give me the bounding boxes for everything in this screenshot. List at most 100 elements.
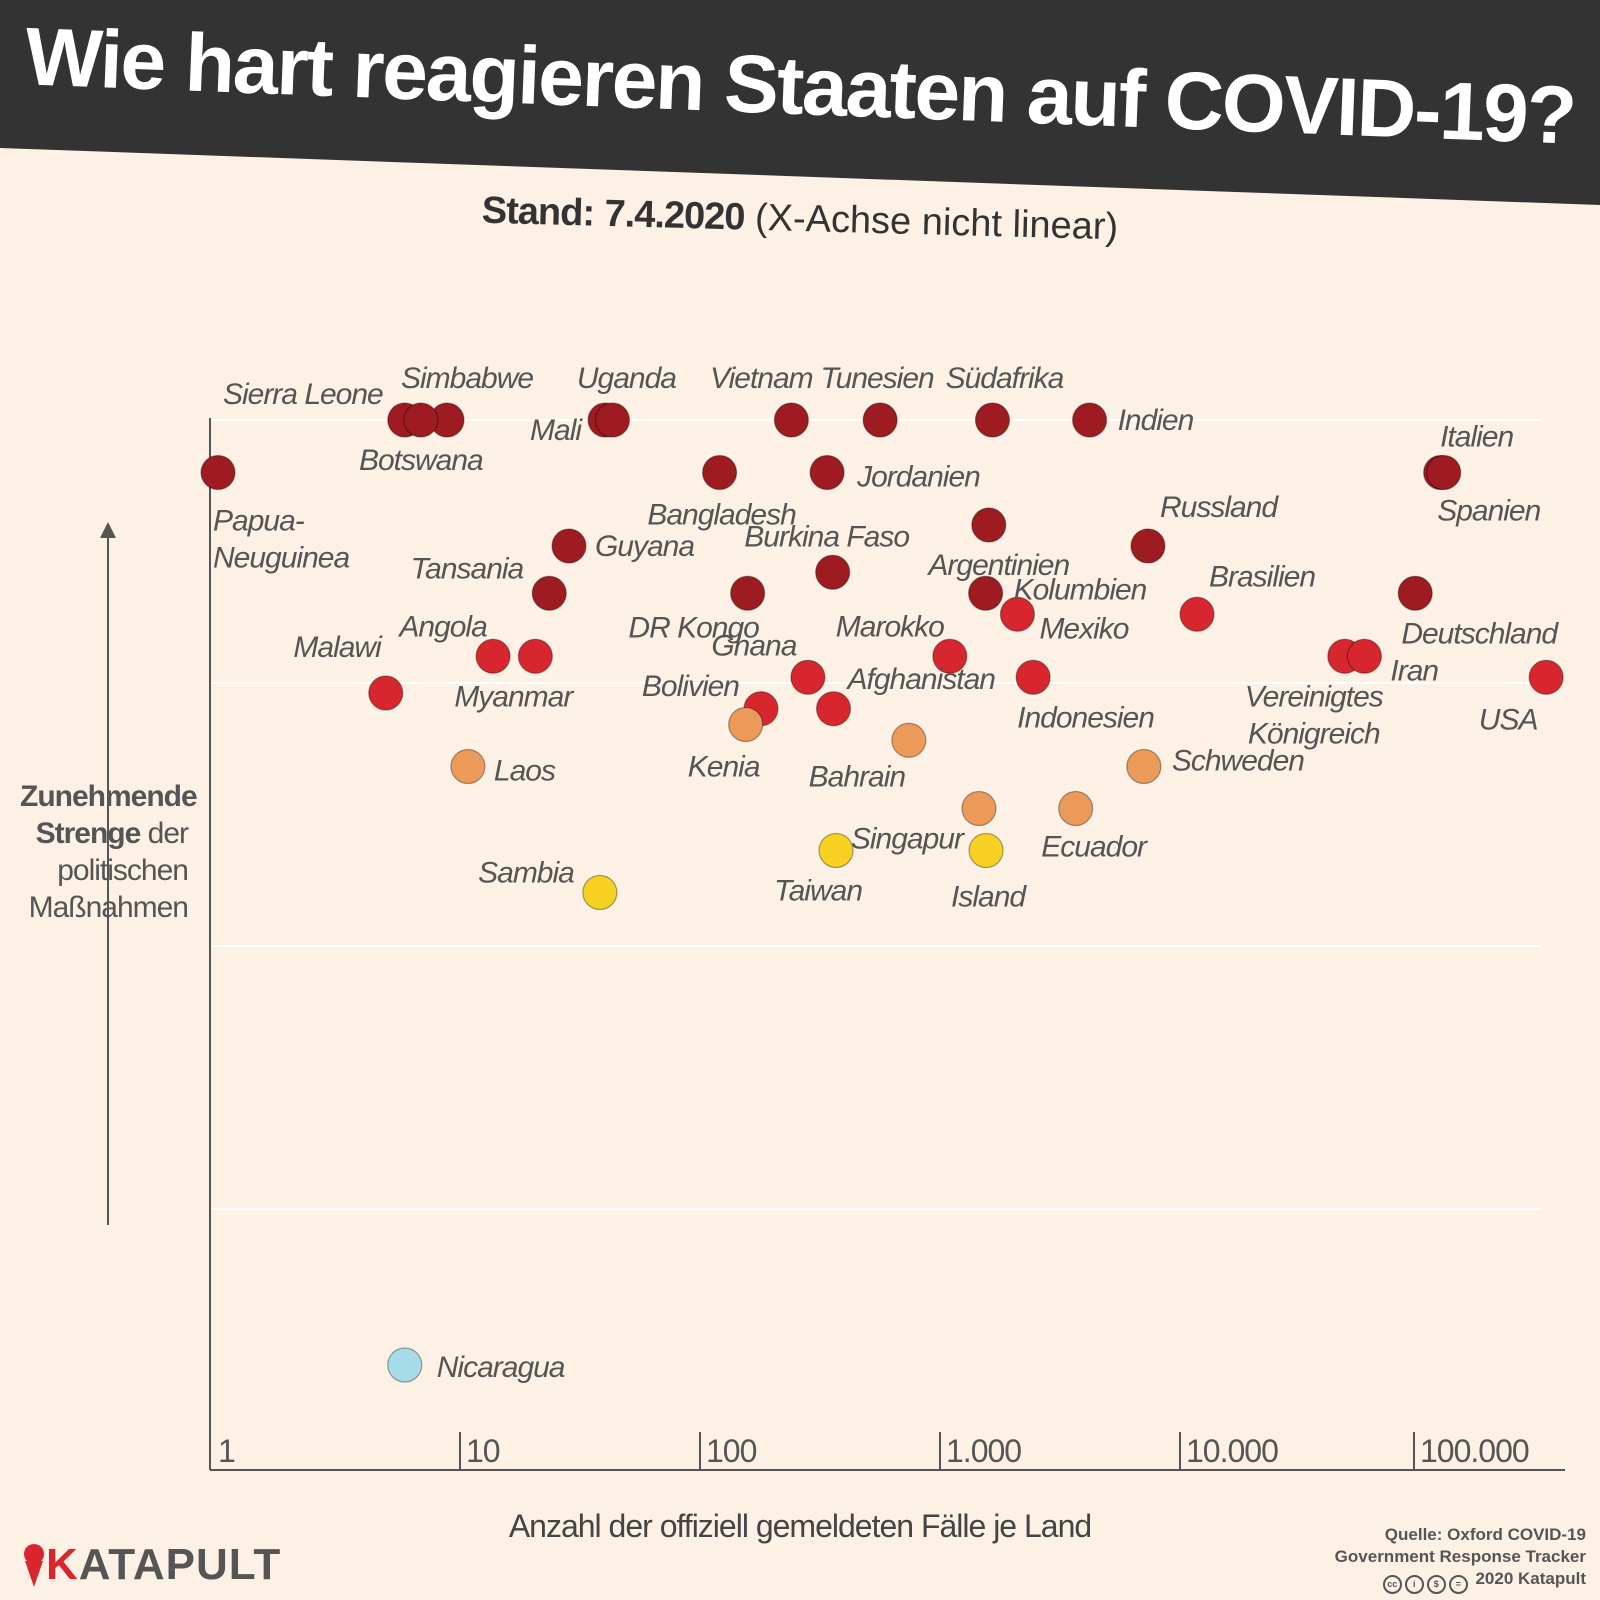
data-label-line: Indien	[1118, 404, 1194, 437]
data-point	[1528, 659, 1564, 695]
data-label: Brasilien	[1209, 560, 1315, 593]
data-label: Nicaragua	[437, 1351, 565, 1384]
x-tick-label: 100.000	[1420, 1433, 1529, 1469]
data-label-line: Myanmar	[454, 680, 574, 713]
y-axis-label-bold: Zunehmende Strenge	[20, 780, 198, 850]
data-label: Sierra Leone	[223, 378, 383, 411]
data-point	[968, 832, 1004, 869]
data-label-line: Island	[951, 881, 1027, 914]
data-point	[475, 638, 511, 674]
data-point	[818, 832, 854, 869]
data-label-line: Marokko	[836, 610, 944, 643]
data-point	[809, 454, 845, 491]
data-point	[932, 638, 968, 674]
data-label: Ghana	[711, 629, 796, 662]
data-label-line: Laos	[494, 755, 556, 788]
data-point	[999, 596, 1036, 632]
data-label: Myanmar	[454, 680, 574, 713]
data-label-line: Malawi	[293, 631, 383, 664]
data-point	[368, 675, 404, 711]
header: Wie hart reagieren Staaten auf COVID-19?	[0, 0, 1600, 210]
data-point	[891, 722, 927, 758]
data-point	[1397, 575, 1433, 611]
data-label: Guyana	[595, 530, 694, 563]
cc-icon: cc	[1382, 1575, 1402, 1594]
data-label: Ecuador	[1041, 831, 1148, 864]
data-point	[531, 575, 567, 611]
data-label: USA	[1479, 703, 1538, 736]
data-label: Bahrain	[809, 760, 906, 793]
data-label: DR Kongo	[628, 611, 759, 644]
data-label: Schweden	[1172, 745, 1304, 778]
data-label: Vereinigtes Königreich	[1245, 680, 1384, 750]
data-point	[974, 402, 1011, 438]
header-band	[0, 0, 1600, 205]
data-label: Russland	[1160, 491, 1279, 524]
data-label: Afghanistan	[846, 663, 996, 696]
data-label: Argentinien	[926, 549, 1069, 582]
data-label: Island	[951, 881, 1027, 914]
source-line-1: Quelle: Oxford COVID-19	[1384, 1525, 1586, 1544]
data-point	[1126, 748, 1162, 785]
data-point	[815, 554, 851, 590]
data-label-line: Spanien	[1437, 495, 1540, 528]
data-label-line: Vietnam	[710, 362, 813, 395]
data-label-line: Bangladesh	[647, 499, 796, 532]
data-label: Deutschland	[1401, 617, 1559, 650]
data-label-line: Königreich	[1248, 717, 1380, 750]
data-label: Indonesien	[1017, 701, 1154, 734]
data-label: Papua- Neuguinea	[213, 505, 349, 575]
data-label-line: Burkina Faso	[744, 520, 909, 553]
data-label-line: Bolivien	[642, 670, 739, 703]
data-label-line: Ecuador	[1041, 831, 1148, 864]
data-point	[1426, 454, 1462, 491]
source-credit: Quelle: Oxford COVID-19 Government Respo…	[1335, 1524, 1586, 1594]
data-point	[815, 691, 852, 727]
data-point	[701, 454, 738, 491]
data-point	[450, 748, 486, 785]
y-axis-label: Zunehmende Strenge der politischen Maßna…	[20, 778, 198, 926]
data-point	[773, 402, 809, 438]
source-line-2: Government Response Tracker	[1334, 1547, 1586, 1566]
data-label: Indien	[1118, 404, 1194, 437]
data-label: Bolivien	[642, 670, 739, 703]
data-label: Singapur	[851, 823, 965, 856]
data-point	[1130, 528, 1166, 564]
copyright-text: 2020 Katapult	[1475, 1569, 1586, 1588]
x-tick-label: 10	[466, 1433, 500, 1469]
data-label-line: Italien	[1440, 421, 1513, 454]
data-label-line: Argentinien	[926, 549, 1069, 582]
data-label-line: Uganda	[577, 362, 676, 395]
data-label-line: Guyana	[595, 530, 694, 563]
data-label-line: Sambia	[478, 857, 574, 890]
katapult-logo[interactable]: KATAPULT	[22, 1540, 281, 1590]
data-label-line: Bahrain	[809, 760, 906, 793]
data-point	[971, 507, 1007, 543]
data-label-line: Mali	[530, 414, 583, 447]
data-label-line: Iran	[1390, 654, 1438, 687]
point-labels: Sierra Leone Simbabwe Botswana Mali Uganda Vi…	[213, 362, 1560, 1384]
data-label-line: Südafrika	[946, 362, 1064, 395]
x-tick-label: 1.000	[946, 1433, 1021, 1469]
data-label: Jordanien	[856, 461, 980, 494]
data-label-line: Nicaragua	[437, 1351, 565, 1384]
data-label: Mali	[530, 414, 583, 447]
data-label: Bangladesh	[647, 499, 796, 532]
data-label-line: Indonesien	[1017, 701, 1154, 734]
data-label-line: Sierra Leone	[223, 378, 383, 411]
data-label-line: Ghana	[711, 629, 796, 662]
data-label: Laos	[494, 755, 556, 788]
data-label: Südafrika	[946, 362, 1064, 395]
logo-text: KATAPULT	[46, 1540, 281, 1590]
x-tick-labels: 1 10 100 1.000 10.000 100.000	[218, 1432, 1530, 1470]
axes	[100, 418, 1565, 1471]
data-label-line: Kolumbien	[1014, 573, 1147, 606]
data-point	[862, 402, 898, 438]
data-label: Taiwan	[774, 875, 862, 908]
data-label-line: Simbabwe	[401, 362, 533, 395]
data-label-line: Papua-	[213, 505, 305, 538]
data-label-line: Vereinigtes	[1245, 680, 1384, 713]
logo-text-k: K	[46, 1540, 79, 1589]
data-point	[1058, 790, 1094, 827]
data-label-line: Deutschland	[1401, 617, 1559, 650]
